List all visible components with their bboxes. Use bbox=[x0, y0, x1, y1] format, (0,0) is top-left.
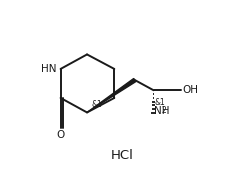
Text: HCl: HCl bbox=[111, 149, 133, 162]
Text: &1: &1 bbox=[91, 100, 102, 109]
Polygon shape bbox=[87, 78, 136, 112]
Text: HN: HN bbox=[41, 64, 56, 74]
Text: 2: 2 bbox=[162, 106, 166, 115]
Text: O: O bbox=[56, 130, 65, 139]
Text: NH: NH bbox=[154, 106, 170, 116]
Text: &1: &1 bbox=[154, 98, 165, 107]
Text: OH: OH bbox=[183, 85, 199, 95]
